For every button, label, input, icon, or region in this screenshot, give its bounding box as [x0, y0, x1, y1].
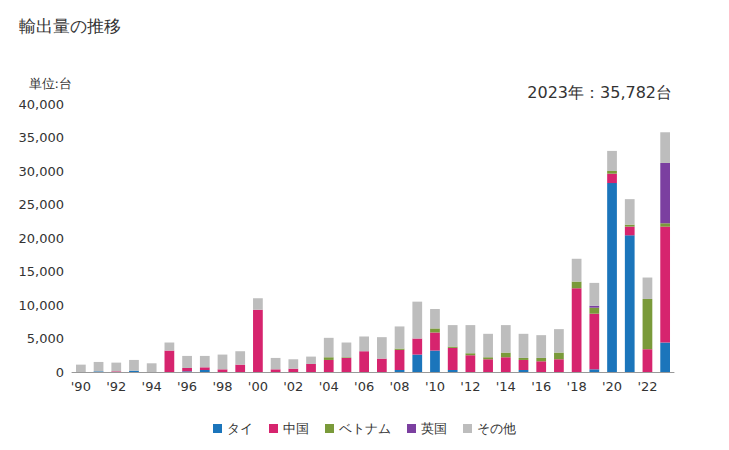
svg-text:英国: 英国 — [421, 421, 447, 436]
svg-text:'14: '14 — [496, 379, 516, 394]
svg-text:その他: その他 — [477, 421, 516, 436]
svg-text:5,000: 5,000 — [27, 331, 64, 346]
svg-text:'10: '10 — [425, 379, 445, 394]
svg-text:40,000: 40,000 — [19, 97, 65, 112]
svg-text:'92: '92 — [106, 379, 126, 394]
svg-text:'04: '04 — [319, 379, 339, 394]
svg-text:'00: '00 — [248, 379, 268, 394]
svg-text:'18: '18 — [567, 379, 587, 394]
svg-text:0: 0 — [56, 365, 64, 380]
svg-text:'90: '90 — [71, 379, 91, 394]
svg-text:20,000: 20,000 — [19, 231, 65, 246]
svg-text:'08: '08 — [389, 379, 409, 394]
svg-text:'20: '20 — [602, 379, 622, 394]
svg-text:'12: '12 — [460, 379, 480, 394]
svg-text:25,000: 25,000 — [19, 197, 65, 212]
svg-text:'06: '06 — [354, 379, 374, 394]
svg-text:タイ: タイ — [227, 421, 253, 436]
svg-text:'02: '02 — [283, 379, 303, 394]
svg-text:30,000: 30,000 — [19, 164, 65, 179]
svg-text:'22: '22 — [637, 379, 657, 394]
svg-text:2023年：35,782台: 2023年：35,782台 — [527, 83, 672, 102]
svg-text:単位:台: 単位:台 — [29, 76, 72, 91]
svg-text:15,000: 15,000 — [19, 264, 65, 279]
svg-text:輸出量の推移: 輸出量の推移 — [19, 16, 121, 36]
svg-text:10,000: 10,000 — [19, 298, 65, 313]
svg-text:'96: '96 — [177, 379, 197, 394]
svg-text:ベトナム: ベトナム — [339, 421, 391, 436]
svg-text:'16: '16 — [531, 379, 551, 394]
svg-text:'94: '94 — [142, 379, 162, 394]
svg-text:中国: 中国 — [283, 421, 309, 436]
svg-text:'98: '98 — [212, 379, 232, 394]
svg-text:35,000: 35,000 — [19, 130, 65, 145]
